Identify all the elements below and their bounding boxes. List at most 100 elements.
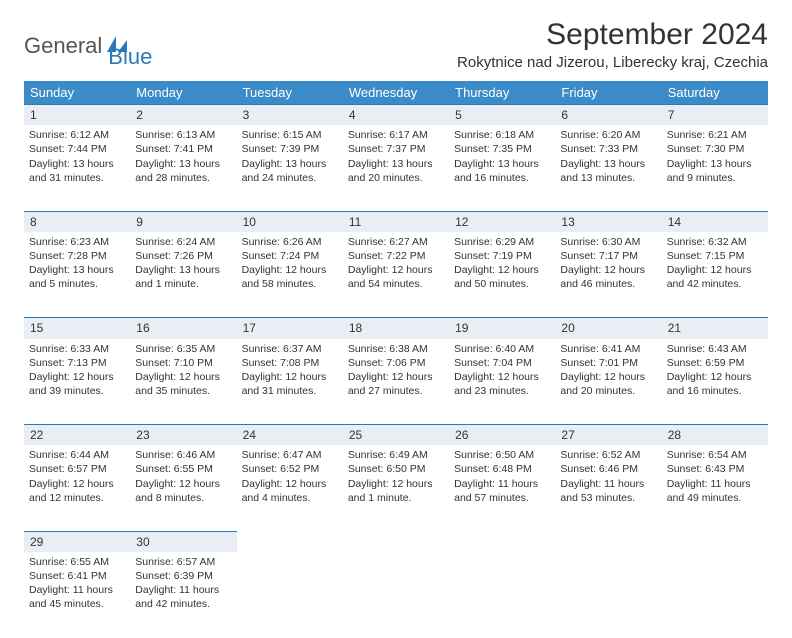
day-cell (343, 552, 449, 638)
day-sunset: Sunset: 7:19 PM (454, 249, 550, 263)
day-body-row: Sunrise: 6:55 AMSunset: 6:41 PMDaylight:… (24, 552, 768, 638)
day-cell: Sunrise: 6:18 AMSunset: 7:35 PMDaylight:… (449, 125, 555, 211)
day-sunrise: Sunrise: 6:40 AM (454, 342, 550, 356)
day-number-cell: 25 (343, 425, 449, 446)
weekday-header: Saturday (662, 81, 768, 105)
day-cell: Sunrise: 6:37 AMSunset: 7:08 PMDaylight:… (237, 339, 343, 425)
day-number-cell: 20 (555, 318, 661, 339)
day-day2: and 42 minutes. (135, 597, 231, 611)
day-cell: Sunrise: 6:15 AMSunset: 7:39 PMDaylight:… (237, 125, 343, 211)
day-day1: Daylight: 12 hours (454, 263, 550, 277)
day-day1: Daylight: 12 hours (29, 370, 125, 384)
day-day1: Daylight: 12 hours (348, 263, 444, 277)
day-cell: Sunrise: 6:46 AMSunset: 6:55 PMDaylight:… (130, 445, 236, 531)
day-number-cell: 2 (130, 105, 236, 126)
day-day1: Daylight: 13 hours (560, 157, 656, 171)
day-day2: and 20 minutes. (560, 384, 656, 398)
day-number-cell: 28 (662, 425, 768, 446)
day-cell: Sunrise: 6:35 AMSunset: 7:10 PMDaylight:… (130, 339, 236, 425)
day-cell: Sunrise: 6:30 AMSunset: 7:17 PMDaylight:… (555, 232, 661, 318)
day-number-cell: 17 (237, 318, 343, 339)
day-sunset: Sunset: 6:50 PM (348, 462, 444, 476)
day-number-row: 1234567 (24, 105, 768, 126)
day-number-cell: 22 (24, 425, 130, 446)
day-day2: and 13 minutes. (560, 171, 656, 185)
day-number-cell (555, 531, 661, 552)
day-cell: Sunrise: 6:38 AMSunset: 7:06 PMDaylight:… (343, 339, 449, 425)
day-number-row: 891011121314 (24, 211, 768, 232)
day-number-row: 22232425262728 (24, 425, 768, 446)
day-cell: Sunrise: 6:52 AMSunset: 6:46 PMDaylight:… (555, 445, 661, 531)
day-cell: Sunrise: 6:44 AMSunset: 6:57 PMDaylight:… (24, 445, 130, 531)
day-number-cell: 26 (449, 425, 555, 446)
page-title: September 2024 (457, 18, 768, 52)
day-number-row: 15161718192021 (24, 318, 768, 339)
day-number-cell (237, 531, 343, 552)
day-body-row: Sunrise: 6:33 AMSunset: 7:13 PMDaylight:… (24, 339, 768, 425)
day-cell: Sunrise: 6:43 AMSunset: 6:59 PMDaylight:… (662, 339, 768, 425)
day-sunset: Sunset: 7:35 PM (454, 142, 550, 156)
day-sunset: Sunset: 7:15 PM (667, 249, 763, 263)
day-cell: Sunrise: 6:20 AMSunset: 7:33 PMDaylight:… (555, 125, 661, 211)
day-day1: Daylight: 13 hours (29, 157, 125, 171)
day-sunrise: Sunrise: 6:55 AM (29, 555, 125, 569)
day-number-cell: 7 (662, 105, 768, 126)
day-sunset: Sunset: 7:01 PM (560, 356, 656, 370)
day-day1: Daylight: 11 hours (560, 477, 656, 491)
day-number-cell (449, 531, 555, 552)
day-number-cell: 24 (237, 425, 343, 446)
day-cell: Sunrise: 6:54 AMSunset: 6:43 PMDaylight:… (662, 445, 768, 531)
day-cell (662, 552, 768, 638)
day-number-cell (343, 531, 449, 552)
day-day1: Daylight: 13 hours (135, 157, 231, 171)
day-sunset: Sunset: 6:55 PM (135, 462, 231, 476)
day-sunset: Sunset: 7:44 PM (29, 142, 125, 156)
day-sunset: Sunset: 7:06 PM (348, 356, 444, 370)
day-day2: and 31 minutes. (242, 384, 338, 398)
day-sunset: Sunset: 7:28 PM (29, 249, 125, 263)
day-day1: Daylight: 13 hours (667, 157, 763, 171)
day-number-cell: 21 (662, 318, 768, 339)
weekday-header: Thursday (449, 81, 555, 105)
day-day2: and 12 minutes. (29, 491, 125, 505)
day-day1: Daylight: 12 hours (560, 370, 656, 384)
day-day1: Daylight: 12 hours (242, 263, 338, 277)
day-cell: Sunrise: 6:29 AMSunset: 7:19 PMDaylight:… (449, 232, 555, 318)
day-day2: and 23 minutes. (454, 384, 550, 398)
day-sunrise: Sunrise: 6:33 AM (29, 342, 125, 356)
logo: General Blue (24, 22, 152, 70)
day-day2: and 16 minutes. (454, 171, 550, 185)
day-cell: Sunrise: 6:21 AMSunset: 7:30 PMDaylight:… (662, 125, 768, 211)
day-sunset: Sunset: 6:57 PM (29, 462, 125, 476)
header: General Blue September 2024 Rokytnice na… (24, 18, 768, 77)
weekday-header: Tuesday (237, 81, 343, 105)
day-day1: Daylight: 13 hours (242, 157, 338, 171)
day-sunrise: Sunrise: 6:13 AM (135, 128, 231, 142)
day-number-cell: 16 (130, 318, 236, 339)
day-number-cell: 4 (343, 105, 449, 126)
day-day2: and 27 minutes. (348, 384, 444, 398)
day-day2: and 35 minutes. (135, 384, 231, 398)
day-day2: and 1 minute. (135, 277, 231, 291)
day-day2: and 5 minutes. (29, 277, 125, 291)
day-day2: and 49 minutes. (667, 491, 763, 505)
weekday-header: Sunday (24, 81, 130, 105)
day-sunrise: Sunrise: 6:32 AM (667, 235, 763, 249)
day-number-cell: 19 (449, 318, 555, 339)
day-day1: Daylight: 12 hours (135, 477, 231, 491)
day-sunrise: Sunrise: 6:43 AM (667, 342, 763, 356)
weekday-header-row: Sunday Monday Tuesday Wednesday Thursday… (24, 81, 768, 105)
day-day1: Daylight: 12 hours (242, 370, 338, 384)
day-day2: and 39 minutes. (29, 384, 125, 398)
day-sunrise: Sunrise: 6:15 AM (242, 128, 338, 142)
logo-text-general: General (24, 33, 102, 59)
day-day1: Daylight: 13 hours (348, 157, 444, 171)
day-day2: and 42 minutes. (667, 277, 763, 291)
day-sunrise: Sunrise: 6:57 AM (135, 555, 231, 569)
day-sunset: Sunset: 6:48 PM (454, 462, 550, 476)
day-number-cell: 3 (237, 105, 343, 126)
day-number-cell: 9 (130, 211, 236, 232)
day-cell: Sunrise: 6:33 AMSunset: 7:13 PMDaylight:… (24, 339, 130, 425)
day-day2: and 31 minutes. (29, 171, 125, 185)
day-number-cell: 23 (130, 425, 236, 446)
